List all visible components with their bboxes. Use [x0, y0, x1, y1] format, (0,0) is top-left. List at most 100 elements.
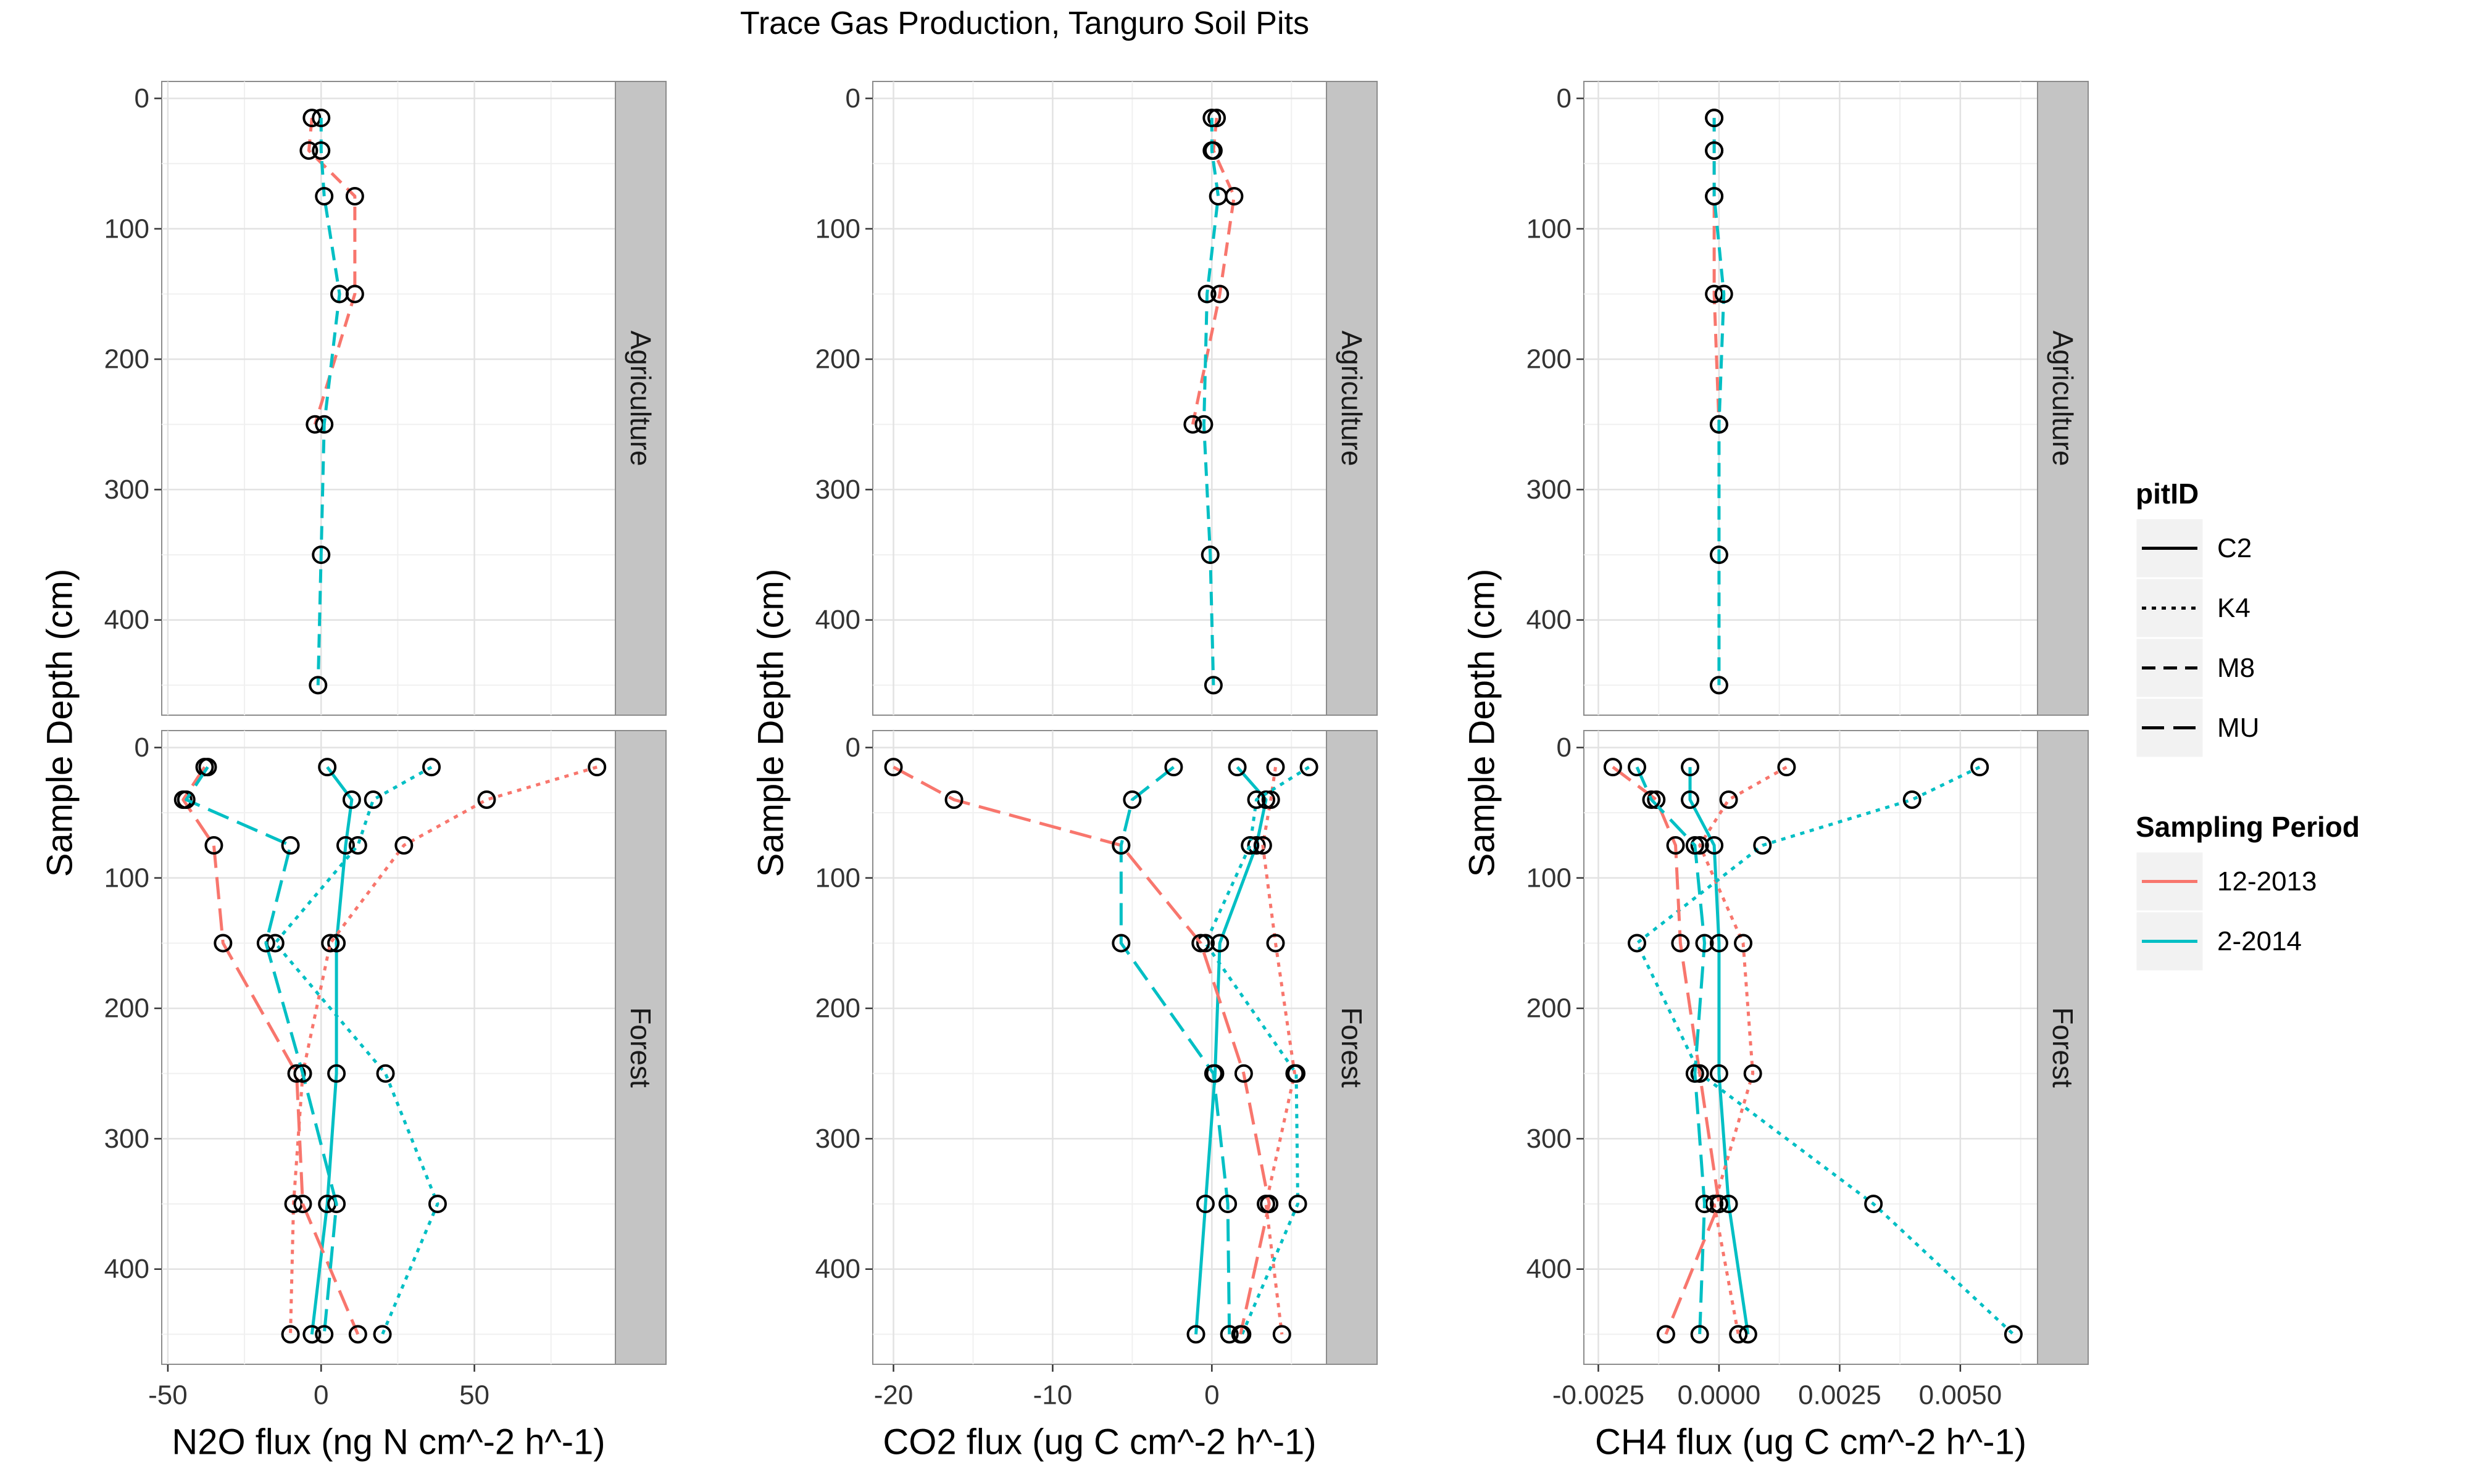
facet-strip — [2037, 81, 2089, 716]
y-tick-label: 0 — [135, 83, 149, 114]
data-point — [281, 1325, 300, 1344]
facet-strip-label: Forest — [1336, 1007, 1368, 1088]
data-point — [1196, 1195, 1215, 1214]
data-point — [1685, 835, 1704, 855]
data-point — [1261, 790, 1280, 809]
data-point — [1209, 186, 1228, 205]
x-tick-label: -50 — [148, 1380, 188, 1411]
legend-item-12-2013: 12-2013 — [2134, 850, 2317, 913]
data-point — [1299, 758, 1318, 777]
data-point — [394, 835, 414, 855]
y-tick-label: 0 — [1557, 732, 1572, 763]
data-point — [315, 186, 334, 205]
legend-label: M8 — [2217, 653, 2255, 683]
series-line-k4-2-2014 — [1635, 765, 2015, 1336]
series-line-mu-12-2013 — [1612, 766, 1721, 1335]
y-tick-label: 300 — [815, 1124, 860, 1154]
data-point — [1729, 1325, 1748, 1344]
y-tick-label: 0 — [1557, 83, 1572, 114]
data-point — [1709, 1195, 1728, 1214]
legend-label: C2 — [2217, 533, 2252, 563]
x-tick-label: 50 — [459, 1380, 489, 1411]
data-point — [364, 790, 383, 809]
facet-strip — [1326, 730, 1378, 1365]
data-point — [198, 758, 217, 777]
panel-frame — [1583, 81, 2038, 716]
data-point — [944, 790, 964, 809]
y-tick-label: 200 — [1526, 344, 1572, 375]
data-point — [1202, 109, 1222, 128]
data-point — [1112, 835, 1131, 855]
series-line-c2-2-2014 — [1194, 766, 1268, 1335]
data-point — [348, 835, 367, 855]
facet-strip-label: Forest — [625, 1007, 657, 1088]
x-axis-1: -50 0 50 N2O flux (ng N cm^-2 h^-1) — [148, 1364, 606, 1462]
y-axis-title: Sample Depth (cm) — [751, 569, 791, 877]
x-axis-3: -0.0025 0.0000 0.0025 0.0050 CH4 flux (ug C … — [1552, 1364, 2026, 1462]
y-tick-label: 0 — [846, 83, 860, 114]
data-point — [1681, 758, 1700, 777]
data-point — [1685, 1064, 1704, 1083]
data-point — [315, 415, 334, 434]
x-tick-label: 0.0050 — [1919, 1380, 2002, 1411]
data-point — [1705, 186, 1724, 205]
legend-title-sampling-period: Sampling Period — [2136, 811, 2360, 843]
data-point — [1709, 545, 1728, 565]
data-point — [1642, 790, 1661, 809]
data-point — [1231, 1325, 1250, 1344]
series-line-mu-2-2014 — [1635, 766, 1706, 1335]
data-point — [1288, 1195, 1307, 1214]
data-point — [312, 109, 331, 128]
data-point — [1247, 835, 1266, 855]
y-tick-label: 200 — [815, 993, 860, 1024]
data-point — [327, 1064, 346, 1083]
data-point — [281, 835, 300, 855]
data-point — [177, 790, 196, 809]
x-axis-title: CO2 flux (ug C cm^-2 h^-1) — [883, 1422, 1316, 1462]
series-line-k4-2-2014 — [1204, 766, 1310, 1335]
y-tick-label: 300 — [815, 475, 860, 505]
data-point — [1705, 141, 1724, 160]
data-point — [1202, 141, 1222, 160]
data-point — [1695, 934, 1714, 953]
legend-label: K4 — [2217, 593, 2250, 623]
facet-strip-label: Agriculture — [625, 331, 657, 466]
data-point — [204, 835, 223, 855]
legend-label: 2-2014 — [2217, 926, 2302, 956]
panel-frame — [872, 81, 1327, 716]
x-tick-label: 0 — [1204, 1380, 1219, 1411]
y-tick-label: 100 — [815, 863, 860, 893]
data-point — [1266, 758, 1285, 777]
data-point — [1671, 934, 1690, 953]
y-tick-label: 400 — [104, 1254, 149, 1284]
y-tick-label: 300 — [1526, 1124, 1572, 1154]
data-point — [1112, 934, 1131, 953]
data-point — [422, 758, 441, 777]
y-axis-title: Sample Depth (cm) — [1462, 569, 1502, 877]
x-axis-title: CH4 flux (ug C cm^-2 h^-1) — [1595, 1422, 2026, 1462]
data-point — [1777, 758, 1796, 777]
series-line-mu-2-2014 — [1119, 766, 1231, 1335]
data-point — [293, 1195, 312, 1214]
series-line-k4-12-2013 — [1698, 765, 1788, 1335]
data-point — [1228, 758, 1247, 777]
series-line-m8-12-2013 — [1191, 117, 1236, 425]
data-point — [1970, 758, 1989, 777]
data-point — [477, 790, 496, 809]
data-point — [1204, 1064, 1223, 1083]
panel-1-agriculture: Agriculture 0 100 200 300 400 — [104, 81, 667, 716]
data-point — [1738, 1325, 1757, 1344]
series-line-m8-2-2014 — [316, 118, 341, 686]
data-point — [348, 1325, 367, 1344]
data-point — [256, 934, 275, 953]
data-point — [1197, 284, 1217, 304]
data-point — [1864, 1195, 1883, 1214]
data-point — [1743, 1064, 1762, 1083]
facet-strip — [615, 81, 667, 716]
y-tick-label: 300 — [104, 1124, 149, 1154]
data-point — [1201, 545, 1220, 565]
series-line-mu-12-2013 — [893, 765, 1271, 1335]
facet-strip — [615, 730, 667, 1365]
data-point — [1628, 934, 1647, 953]
